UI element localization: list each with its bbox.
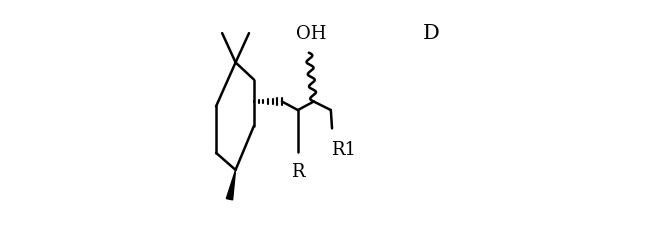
Text: R: R	[291, 163, 305, 181]
Text: R1: R1	[331, 141, 356, 159]
Text: D: D	[422, 24, 439, 43]
Text: OH: OH	[296, 25, 327, 43]
Polygon shape	[226, 170, 236, 200]
